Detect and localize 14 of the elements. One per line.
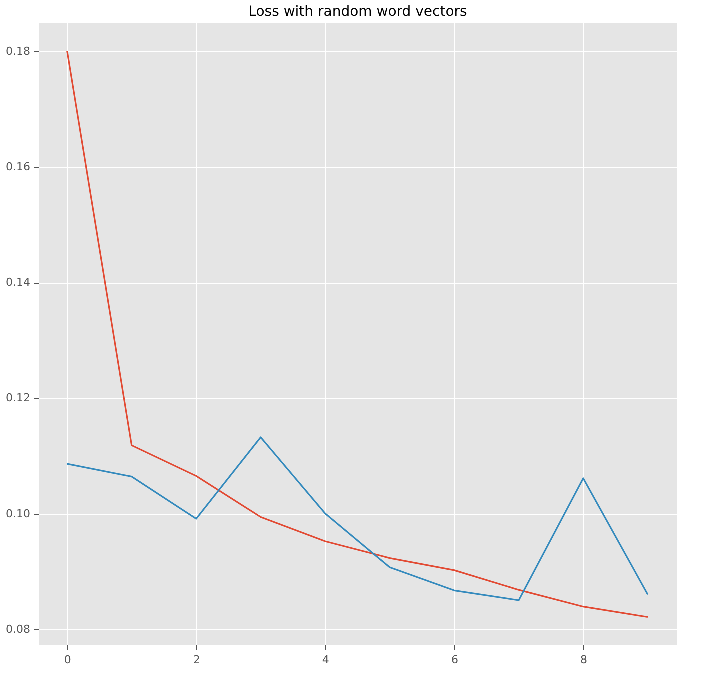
x-tick-label: 8 xyxy=(580,654,588,666)
x-tick-label: 2 xyxy=(193,654,200,666)
y-tick-label: 0.08 xyxy=(6,622,30,636)
line-series xyxy=(66,50,649,618)
x-tick-label: 0 xyxy=(64,654,72,666)
line-series xyxy=(66,436,649,602)
x-tick-label: 6 xyxy=(451,654,458,666)
y-tick-label: 0.14 xyxy=(6,276,30,290)
y-tick-label: 0.16 xyxy=(6,160,30,174)
y-tick-label: 0.18 xyxy=(6,44,30,58)
y-tick-label: 0.10 xyxy=(6,507,30,520)
chart-title: Loss with random word vectors xyxy=(248,4,468,20)
x-tick-label: 4 xyxy=(322,654,330,666)
y-tick-label: 0.12 xyxy=(6,392,30,405)
